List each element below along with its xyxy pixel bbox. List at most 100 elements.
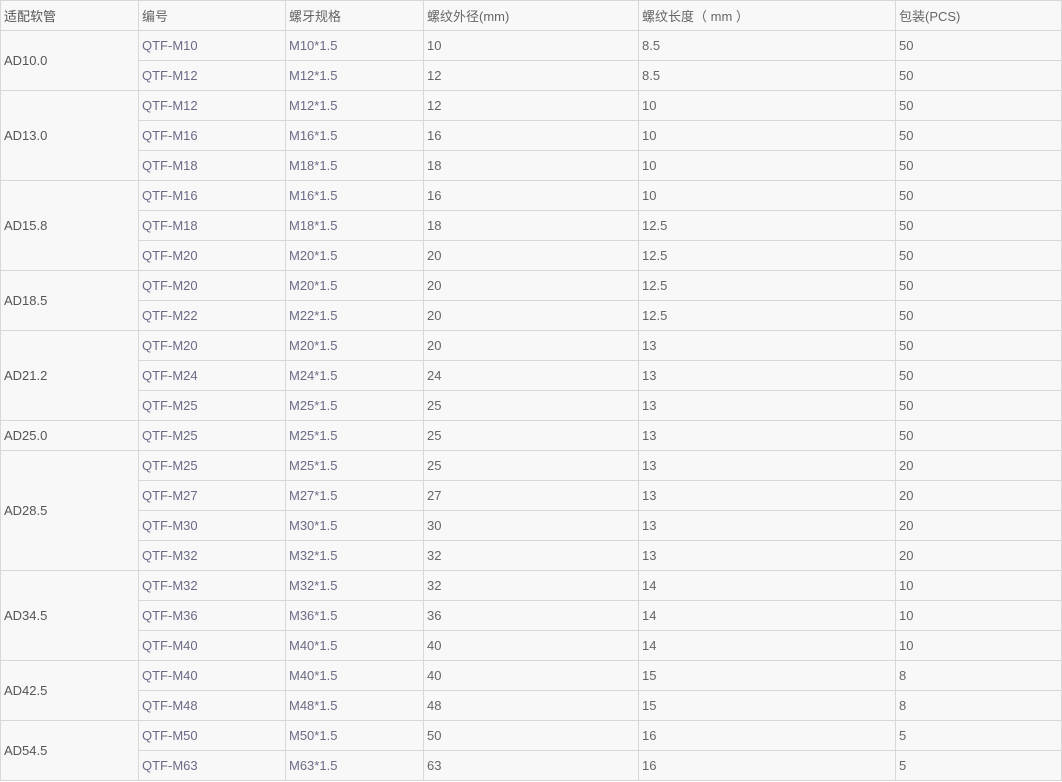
thread-length-cell: 12.5	[638, 210, 896, 241]
package-cell: 20	[895, 450, 1062, 481]
thread-spec-cell: M40*1.5	[285, 660, 424, 691]
package-cell: 50	[895, 150, 1062, 181]
header-package: 包装(PCS)	[895, 0, 1062, 31]
hose-cell: AD15.8	[0, 180, 139, 271]
package-cell: 20	[895, 510, 1062, 541]
table-row: QTF-M18 M18*1.5 18 10 50	[1, 150, 1062, 181]
thread-length-cell: 8.5	[638, 30, 896, 61]
thread-spec-cell: M32*1.5	[285, 570, 424, 601]
code-cell: QTF-M32	[138, 570, 286, 601]
hose-cell: AD28.5	[0, 450, 139, 571]
hose-cell: AD42.5	[0, 660, 139, 721]
table-row: QTF-M16 M16*1.5 16 10 50	[1, 120, 1062, 151]
thread-diameter-cell: 25	[423, 420, 639, 451]
code-cell: QTF-M27	[138, 480, 286, 511]
package-cell: 50	[895, 210, 1062, 241]
package-cell: 50	[895, 330, 1062, 361]
header-hose: 适配软管	[0, 0, 139, 31]
thread-length-cell: 13	[638, 540, 896, 571]
table-row: AD34.5 QTF-M32 M32*1.5 32 14 10	[0, 570, 1062, 661]
table-row: AD21.2 QTF-M20 M20*1.5 20 13 50	[0, 330, 1062, 421]
package-cell: 50	[895, 60, 1062, 91]
code-cell: QTF-M20	[138, 240, 286, 271]
thread-spec-cell: M24*1.5	[285, 360, 424, 391]
thread-diameter-cell: 48	[423, 690, 639, 721]
code-cell: QTF-M18	[138, 150, 286, 181]
thread-length-cell: 15	[638, 660, 896, 691]
table-row: QTF-M48 M48*1.5 48 15 8	[1, 690, 1062, 721]
thread-length-cell: 16	[638, 720, 896, 751]
code-cell: QTF-M32	[138, 540, 286, 571]
table-row: AD54.5 QTF-M50 M50*1.5 50 16 5	[0, 720, 1062, 781]
thread-spec-cell: M20*1.5	[285, 330, 424, 361]
thread-spec-cell: M12*1.5	[285, 60, 424, 91]
thread-spec-cell: M20*1.5	[285, 270, 424, 301]
thread-spec-cell: M32*1.5	[285, 540, 424, 571]
code-cell: QTF-M22	[138, 300, 286, 331]
thread-diameter-cell: 24	[423, 360, 639, 391]
table-row: AD42.5 QTF-M40 M40*1.5 40 15 8	[0, 660, 1062, 721]
thread-diameter-cell: 10	[423, 30, 639, 61]
package-cell: 8	[895, 660, 1062, 691]
thread-length-cell: 10	[638, 120, 896, 151]
code-cell: QTF-M48	[138, 690, 286, 721]
thread-spec-cell: M63*1.5	[285, 750, 424, 781]
thread-length-cell: 10	[638, 180, 896, 211]
table-row: AD10.0 QTF-M10 M10*1.5 10 8.5 50	[0, 30, 1062, 91]
thread-diameter-cell: 25	[423, 390, 639, 421]
thread-diameter-cell: 36	[423, 600, 639, 631]
code-cell: QTF-M63	[138, 750, 286, 781]
thread-diameter-cell: 18	[423, 150, 639, 181]
package-cell: 50	[895, 240, 1062, 271]
table-row: QTF-M36 M36*1.5 36 14 10	[1, 600, 1062, 631]
thread-spec-cell: M25*1.5	[285, 390, 424, 421]
table-row: QTF-M63 M63*1.5 63 16 5	[1, 750, 1062, 781]
code-cell: QTF-M40	[138, 630, 286, 661]
thread-spec-cell: M50*1.5	[285, 720, 424, 751]
package-cell: 50	[895, 420, 1062, 451]
thread-length-cell: 13	[638, 420, 896, 451]
header-thread-spec: 螺牙规格	[285, 0, 424, 31]
table-row: QTF-M27 M27*1.5 27 13 20	[1, 480, 1062, 511]
thread-diameter-cell: 16	[423, 120, 639, 151]
table-row: AD13.0 QTF-M12 M12*1.5 12 10 50	[0, 90, 1062, 181]
thread-length-cell: 13	[638, 450, 896, 481]
code-cell: QTF-M12	[138, 90, 286, 121]
thread-diameter-cell: 20	[423, 240, 639, 271]
table-row: AD25.0 QTF-M25 M25*1.5 25 13 50	[0, 420, 1062, 451]
thread-spec-cell: M12*1.5	[285, 90, 424, 121]
thread-length-cell: 13	[638, 390, 896, 421]
package-cell: 5	[895, 720, 1062, 751]
code-cell: QTF-M16	[138, 180, 286, 211]
header-row: 适配软管 编号 螺牙规格 螺纹外径(mm) 螺纹长度（ mm ） 包装(PCS)	[0, 0, 1062, 31]
thread-diameter-cell: 18	[423, 210, 639, 241]
hose-cell: AD25.0	[0, 420, 139, 451]
table-row: QTF-M40 M40*1.5 40 14 10	[1, 630, 1062, 661]
thread-diameter-cell: 12	[423, 90, 639, 121]
code-cell: QTF-M10	[138, 30, 286, 61]
thread-spec-cell: M16*1.5	[285, 120, 424, 151]
table-row: QTF-M22 M22*1.5 20 12.5 50	[1, 300, 1062, 331]
thread-spec-cell: M10*1.5	[285, 30, 424, 61]
table-row: QTF-M12 M12*1.5 12 8.5 50	[1, 60, 1062, 91]
thread-diameter-cell: 25	[423, 450, 639, 481]
thread-spec-cell: M25*1.5	[285, 450, 424, 481]
package-cell: 5	[895, 750, 1062, 781]
code-cell: QTF-M24	[138, 360, 286, 391]
code-cell: QTF-M40	[138, 660, 286, 691]
package-cell: 50	[895, 300, 1062, 331]
thread-length-cell: 14	[638, 600, 896, 631]
code-cell: QTF-M50	[138, 720, 286, 751]
package-cell: 50	[895, 390, 1062, 421]
thread-diameter-cell: 27	[423, 480, 639, 511]
hose-cell: AD21.2	[0, 330, 139, 421]
package-cell: 20	[895, 480, 1062, 511]
thread-length-cell: 12.5	[638, 240, 896, 271]
thread-spec-cell: M18*1.5	[285, 210, 424, 241]
code-cell: QTF-M12	[138, 60, 286, 91]
thread-diameter-cell: 50	[423, 720, 639, 751]
hose-cell: AD54.5	[0, 720, 139, 781]
thread-spec-cell: M16*1.5	[285, 180, 424, 211]
table-row: QTF-M18 M18*1.5 18 12.5 50	[1, 210, 1062, 241]
